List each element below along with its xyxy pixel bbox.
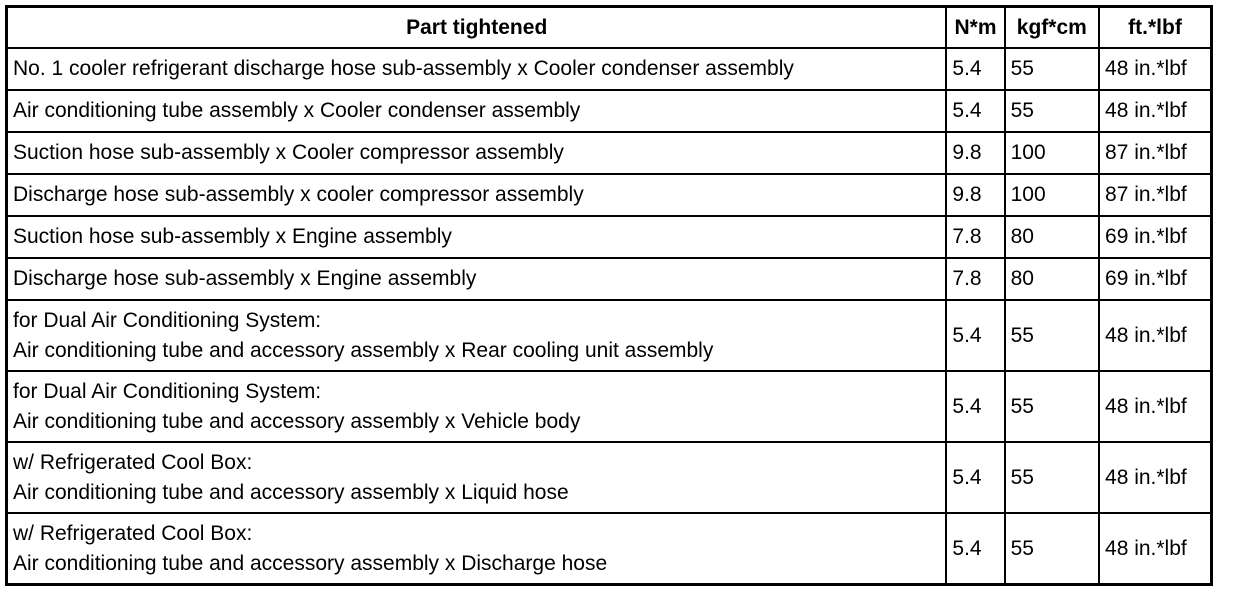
header-kgfcm: kgf*cm [1003,5,1101,49]
cell-ftlbf: 87 in.*lbf [1098,131,1213,175]
cell-kgfcm: 80 [1003,215,1101,259]
cell-part-tightened: Suction hose sub-assembly x Cooler compr… [5,131,948,175]
cell-part-tightened: Discharge hose sub-assembly x cooler com… [5,173,948,217]
cell-nm: 5.4 [945,370,1006,443]
part-text-line: w/ Refrigerated Cool Box: [13,521,253,545]
table-row: No. 1 cooler refrigerant discharge hose … [5,47,1213,91]
part-text-line: Air conditioning tube and accessory asse… [13,551,608,575]
cell-kgfcm: 100 [1003,131,1101,175]
cell-nm: 5.4 [945,441,1006,514]
cell-kgfcm: 55 [1003,299,1101,372]
cell-ftlbf: 48 in.*lbf [1098,370,1213,443]
cell-kgfcm: 55 [1003,89,1101,133]
cell-ftlbf: 48 in.*lbf [1098,89,1213,133]
cell-kgfcm: 55 [1003,441,1101,514]
header-row: Part tightened N*m kgf*cm ft.*lbf [5,5,1213,49]
cell-ftlbf: 48 in.*lbf [1098,299,1213,372]
cell-nm: 9.8 [945,131,1006,175]
table-row: Suction hose sub-assembly x Engine assem… [5,215,1213,259]
cell-nm: 7.8 [945,215,1006,259]
part-text-line: Discharge hose sub-assembly x cooler com… [13,183,584,206]
table-row: w/ Refrigerated Cool Box: Air conditionin… [5,512,1213,586]
table-row: Air conditioning tube assembly x Cooler … [5,89,1213,133]
cell-nm: 5.4 [945,299,1006,372]
cell-ftlbf: 48 in.*lbf [1098,47,1213,91]
part-text-line: for Dual Air Conditioning System: [13,379,322,403]
cell-kgfcm: 55 [1003,370,1101,443]
part-text-line: Air conditioning tube and accessory asse… [13,409,581,433]
part-text-line: Air conditioning tube and accessory asse… [13,480,569,504]
part-text-line: Suction hose sub-assembly x Engine assem… [13,225,452,248]
header-ftlbf: ft.*lbf [1098,5,1213,49]
table-row: w/ Refrigerated Cool Box: Air conditionin… [5,441,1213,514]
cell-nm: 5.4 [945,89,1006,133]
cell-part-tightened: Discharge hose sub-assembly x Engine ass… [5,257,948,301]
cell-nm: 5.4 [945,512,1006,586]
cell-part-tightened: Air conditioning tube assembly x Cooler … [5,89,948,133]
cell-nm: 5.4 [945,47,1006,91]
cell-ftlbf: 48 in.*lbf [1098,512,1213,586]
cell-part-tightened: No. 1 cooler refrigerant discharge hose … [5,47,948,91]
cell-part-tightened: w/ Refrigerated Cool Box: Air conditionin… [5,512,948,586]
cell-kgfcm: 100 [1003,173,1101,217]
header-nm: N*m [945,5,1006,49]
cell-ftlbf: 69 in.*lbf [1098,215,1213,259]
part-text-line: w/ Refrigerated Cool Box: [13,450,253,474]
table-row: Discharge hose sub-assembly x Engine ass… [5,257,1213,301]
table-row: Discharge hose sub-assembly x cooler com… [5,173,1213,217]
header-part-tightened: Part tightened [5,5,948,49]
part-text-line: for Dual Air Conditioning System: [13,308,322,332]
cell-part-tightened: for Dual Air Conditioning System: Air con… [5,299,948,372]
cell-ftlbf: 48 in.*lbf [1098,441,1213,514]
part-text-line: Air conditioning tube assembly x Cooler … [13,99,581,122]
part-text-line: Air conditioning tube and accessory asse… [13,338,714,362]
cell-part-tightened: Suction hose sub-assembly x Engine assem… [5,215,948,259]
cell-kgfcm: 55 [1003,512,1101,586]
cell-kgfcm: 55 [1003,47,1101,91]
cell-ftlbf: 87 in.*lbf [1098,173,1213,217]
cell-nm: 9.8 [945,173,1006,217]
part-text-line: No. 1 cooler refrigerant discharge hose … [13,57,794,80]
table-row: Suction hose sub-assembly x Cooler compr… [5,131,1213,175]
table-row: for Dual Air Conditioning System: Air con… [5,370,1213,443]
part-text-line: Suction hose sub-assembly x Cooler compr… [13,141,564,164]
part-text-line: Discharge hose sub-assembly x Engine ass… [13,267,477,290]
cell-ftlbf: 69 in.*lbf [1098,257,1213,301]
cell-part-tightened: for Dual Air Conditioning System: Air con… [5,370,948,443]
table-row: for Dual Air Conditioning System: Air con… [5,299,1213,372]
cell-kgfcm: 80 [1003,257,1101,301]
torque-spec-table: Part tightened N*m kgf*cm ft.*lbf No. 1 … [5,5,1213,586]
cell-nm: 7.8 [945,257,1006,301]
cell-part-tightened: w/ Refrigerated Cool Box: Air conditionin… [5,441,948,514]
